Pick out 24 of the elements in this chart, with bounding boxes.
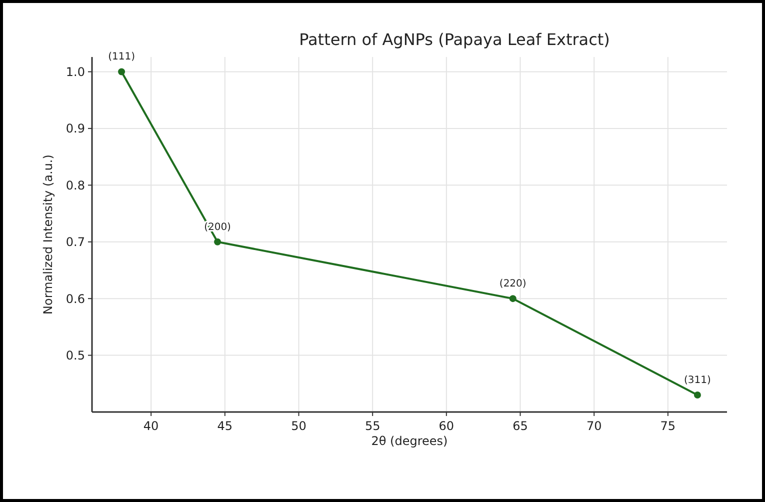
annotation: (111)	[108, 52, 136, 63]
x-tick-label: 75	[660, 419, 676, 433]
x-tick-label: 40	[143, 419, 159, 433]
x-tick-label: 70	[586, 419, 602, 433]
y-tick-label: 0.5	[66, 348, 85, 362]
x-tick-label: 45	[217, 419, 233, 433]
point	[214, 238, 222, 246]
y-tick-label: 0.6	[66, 292, 85, 306]
x-tick-label: 60	[438, 419, 454, 433]
point	[118, 68, 126, 76]
y-axis-title: Normalized Intensity (a.u.)	[41, 154, 55, 314]
x-axis-title: 2θ (degrees)	[371, 434, 448, 448]
y-tick-label: 1.0	[66, 64, 85, 79]
y-tick-label: 0.7	[66, 235, 85, 250]
y-tick-label: 0.8	[66, 178, 85, 192]
annotation: (220)	[499, 278, 526, 290]
x-tick-label: 65	[512, 419, 528, 433]
y-tick-label: 0.9	[66, 122, 85, 136]
point	[694, 391, 701, 398]
point	[509, 295, 516, 302]
x-tick-label: 55	[364, 419, 380, 433]
x-tick-label: 50	[291, 419, 306, 433]
annotation: (311)	[684, 374, 712, 386]
chart-title: Pattern of AgNPs (Papaya Leaf Extract)	[299, 30, 610, 49]
